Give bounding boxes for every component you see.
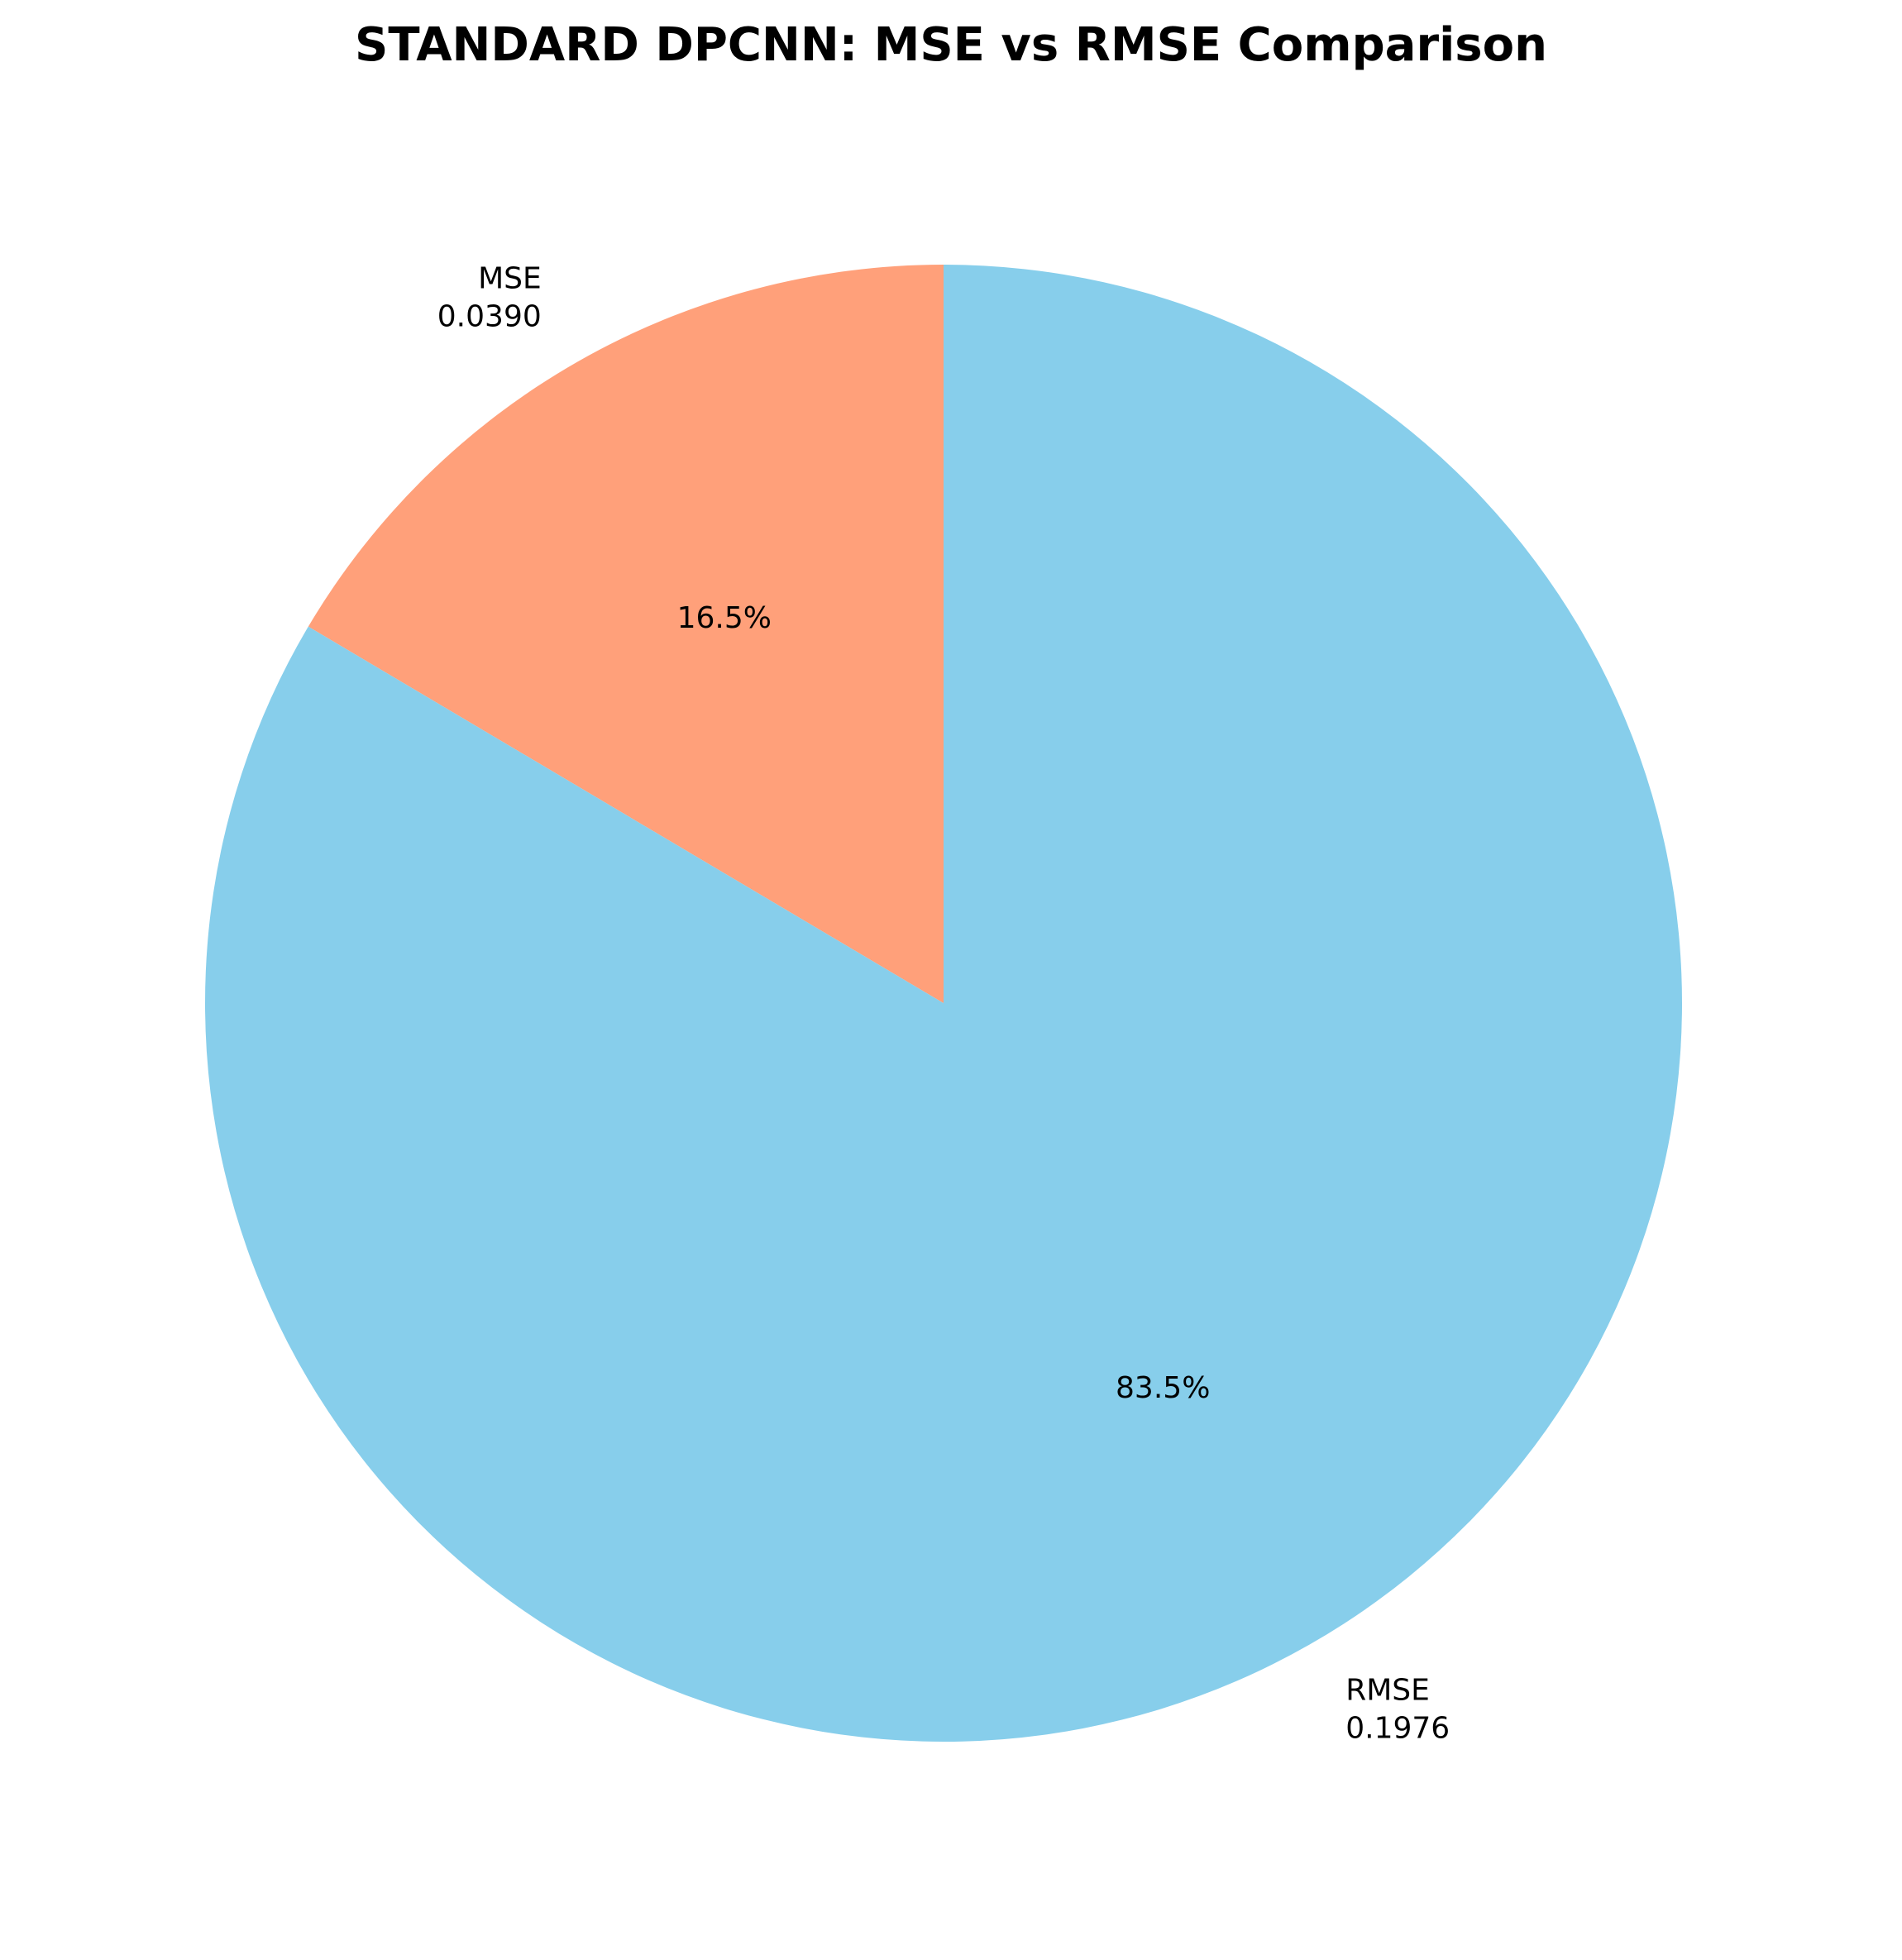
percent-label-rmse: 83.5% [1116,1371,1210,1405]
pie-labels: 16.5% MSE 0.0390 83.5% RMSE 0.1976 [437,261,1450,1745]
pie-slice-rmse [205,265,1682,1742]
slice-label-rmse: RMSE 0.1976 [1345,1674,1450,1746]
percent-label-mse: 16.5% [677,601,772,635]
chart-title: STANDARD DPCNN: MSE vs RMSE Comparison [355,18,1547,72]
slice-label-mse: MSE 0.0390 [437,261,542,333]
pie-slice-mse [308,265,944,1003]
pie-slices [205,265,1682,1742]
